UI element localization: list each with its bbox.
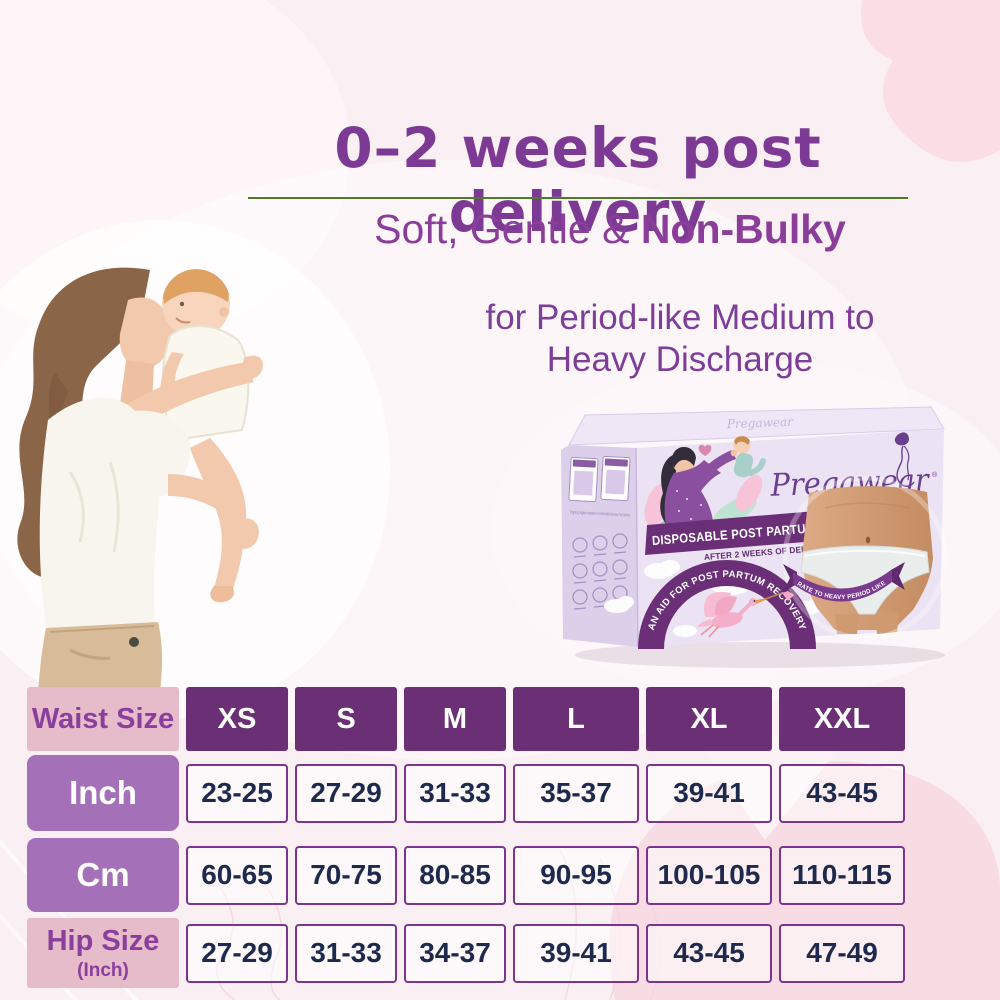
mother-neck-skin <box>120 360 154 404</box>
waist-inch-m: 31-33 <box>404 763 506 823</box>
baby-knee <box>234 518 259 549</box>
blob-top-right-2 <box>878 0 988 67</box>
navel <box>865 536 871 544</box>
thigh-right <box>875 612 899 634</box>
tagline-line2: Heavy Discharge <box>546 340 814 379</box>
waist-cm-row: Cm 60-65 70-75 80-85 90-95 100-105 110-1… <box>27 838 905 912</box>
illus-mother-hairtop <box>671 446 696 468</box>
baby-eye <box>179 301 185 307</box>
divider-line <box>248 197 908 199</box>
row-label-waist-size: Waist Size <box>27 687 179 751</box>
recovery-arch <box>638 560 816 650</box>
flow-ribbon-tail-left <box>783 564 797 592</box>
waist-cm-l: 90-95 <box>513 845 639 905</box>
stork-illustration <box>697 591 794 638</box>
row-label-cm: Cm <box>27 838 179 912</box>
pants-seam <box>49 625 155 633</box>
pants-pocket <box>69 648 111 660</box>
size-header-m: M <box>404 687 506 751</box>
hip-label-unit: (Inch) <box>77 959 129 981</box>
hip-inch-m: 34-37 <box>404 923 506 983</box>
hip-inch-xs: 27-29 <box>186 923 288 983</box>
tagline: for Period-like Medium to Heavy Discharg… <box>420 297 940 381</box>
row-label-hip-size: Hip Size (Inch) <box>27 918 179 988</box>
waist-inch-xl: 39-41 <box>646 763 772 823</box>
hip-inch-l: 39-41 <box>513 923 639 983</box>
hip-inch-s: 31-33 <box>295 923 397 983</box>
size-header-xxl: XXL <box>779 687 905 751</box>
baby-leg-front <box>190 438 247 592</box>
size-table: Waist Size XS S M L XL XXL Inch 23-25 27… <box>27 687 905 988</box>
torso-photo: MODERATE TO HEAVY PERIOD LIKE FLOW <box>782 475 948 641</box>
illus-baby-body <box>733 452 754 478</box>
mother-baby-photo <box>17 267 263 692</box>
waist-inch-xs: 23-25 <box>186 763 288 823</box>
box-top-face <box>568 406 945 446</box>
mother-forearm <box>168 474 226 510</box>
blouse-fold2 <box>108 461 120 553</box>
size-header-s: S <box>295 687 397 751</box>
tagline-line1: for Period-like Medium to <box>485 298 875 337</box>
waist-inch-l: 35-37 <box>513 763 639 823</box>
waist-inch-xxl: 43-45 <box>779 763 905 823</box>
hip-inch-xl: 43-45 <box>646 923 772 983</box>
mother-face <box>119 297 178 369</box>
panty <box>800 545 930 615</box>
flow-ribbon-tail-right <box>891 562 905 590</box>
flow-ribbon <box>793 570 892 602</box>
baby-hair <box>163 269 229 304</box>
waist-cm-xl: 100-105 <box>646 845 772 905</box>
size-header-l: L <box>513 687 639 751</box>
pants-button <box>129 637 139 647</box>
illus-mother-arm <box>698 450 736 483</box>
side-card-2 <box>600 455 631 502</box>
mother-hand <box>240 355 263 379</box>
hip-inch-xxl: 47-49 <box>779 923 905 983</box>
size-table-header-row: Waist Size XS S M L XL XXL <box>27 687 905 751</box>
size-header-xs: XS <box>186 687 288 751</box>
page-title: 0–2 weeks post delivery <box>334 116 822 244</box>
illus-baby-leg <box>748 458 766 476</box>
side-icon-grid <box>572 533 628 610</box>
waist-cm-m: 80-85 <box>404 845 506 905</box>
baby-ear <box>219 307 229 317</box>
size-header-xl: XL <box>646 687 772 751</box>
waist-inch-s: 27-29 <box>295 763 397 823</box>
row-label-inch: Inch <box>27 755 179 831</box>
hip-inch-row: Hip Size (Inch) 27-29 31-33 34-37 39-41 … <box>27 918 905 988</box>
baby-foot <box>210 586 234 603</box>
hip-label-text: Hip Size <box>46 924 160 957</box>
box-illustration <box>644 436 766 534</box>
illus-baby-hair <box>734 436 750 445</box>
waist-cm-s: 70-75 <box>295 845 397 905</box>
side-caption: Pregnancy Hygiene Innerwear for Comforta… <box>570 509 630 517</box>
blouse-fold1 <box>68 471 85 543</box>
subtitle-prefix: Soft, Gentle & <box>374 206 641 252</box>
registered-mark: ® <box>932 471 938 479</box>
subtitle: Soft, Gentle & Non-Bulky <box>290 206 930 253</box>
subtitle-emphasis: Non-Bulky <box>640 206 846 252</box>
waist-cm-xs: 60-65 <box>186 845 288 905</box>
box-top-brand: Pregawear <box>726 415 795 431</box>
pregnant-woman-icon <box>894 432 915 487</box>
waist-cm-xxl: 110-115 <box>779 845 905 905</box>
side-card-1 <box>568 456 599 503</box>
product-box: Pregawear Pregnancy Hygiene Innerwear fo… <box>561 406 948 650</box>
baby-smile <box>175 317 191 324</box>
thigh-left <box>835 614 859 634</box>
illus-heart <box>698 444 712 456</box>
box-shadow <box>575 642 945 668</box>
waist-inch-row: Inch 23-25 27-29 31-33 35-37 39-41 43-45 <box>27 755 905 831</box>
